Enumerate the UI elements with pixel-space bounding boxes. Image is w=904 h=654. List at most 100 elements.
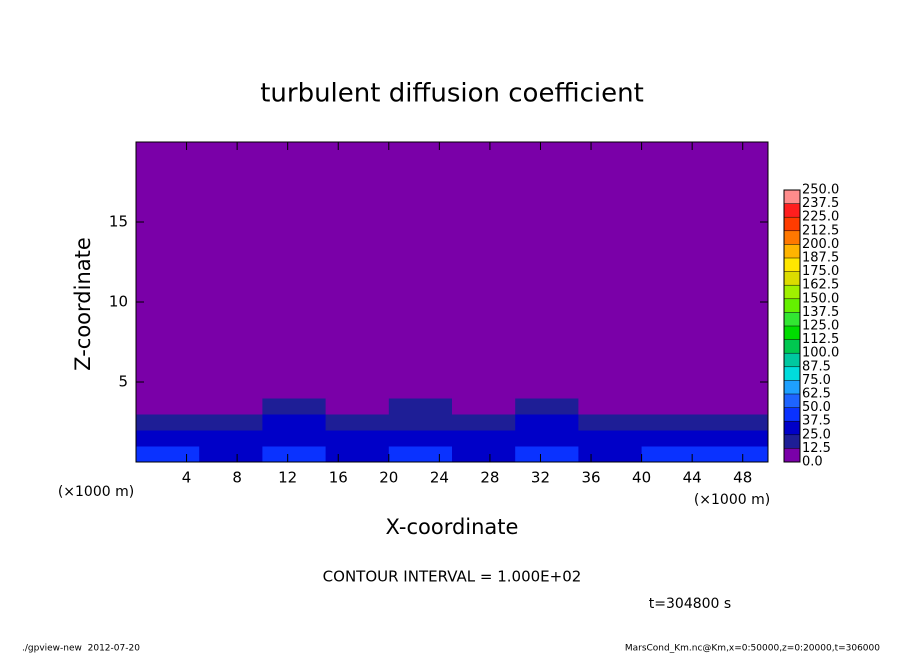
colorbar-segment bbox=[784, 339, 800, 354]
colorbar-segment bbox=[784, 380, 800, 394]
footer-right: MarsCond_Km.nc@Km,x=0:50000,z=0:20000,t=… bbox=[625, 644, 880, 654]
time-label: t=304800 s bbox=[649, 596, 731, 612]
colorbar-label: 187.5 bbox=[802, 251, 839, 266]
colorbar-label: 75.0 bbox=[802, 373, 831, 388]
colorbar-segment bbox=[784, 366, 800, 381]
colorbar-label: 212.5 bbox=[802, 223, 839, 238]
field-cell bbox=[704, 382, 769, 399]
axis-unit: (×1000 m) bbox=[58, 484, 134, 500]
y-tick-label: 5 bbox=[118, 373, 128, 391]
field-cell bbox=[515, 446, 579, 463]
x-tick-label: 16 bbox=[329, 469, 348, 487]
x-tick-label: 44 bbox=[683, 469, 702, 487]
field-cell bbox=[515, 414, 579, 431]
colorbar-segment bbox=[784, 448, 800, 462]
field-cell bbox=[136, 142, 200, 383]
field-cell bbox=[641, 142, 706, 383]
footer-left: ./gpview-new 2012-07-20 bbox=[22, 644, 140, 654]
colorbar-segment bbox=[784, 285, 800, 299]
x-tick-label: 12 bbox=[278, 469, 297, 487]
field-cell bbox=[136, 446, 200, 463]
field-cell bbox=[515, 398, 579, 415]
colorbar-segment bbox=[784, 203, 800, 218]
y-axis-label: Z-coordinate bbox=[71, 237, 95, 371]
colorbar-segment bbox=[784, 258, 800, 272]
x-tick-label: 40 bbox=[632, 469, 651, 487]
x-axis-label: X-coordinate bbox=[386, 515, 519, 539]
field-cell bbox=[262, 142, 327, 383]
field-cell bbox=[704, 398, 769, 415]
colorbar-segment bbox=[784, 244, 800, 258]
field-cell bbox=[388, 398, 453, 415]
field-cell bbox=[262, 430, 327, 447]
field-cell bbox=[388, 142, 453, 383]
field-cell bbox=[199, 430, 263, 447]
field-cell bbox=[578, 142, 643, 383]
field-cell bbox=[136, 382, 200, 399]
field-cell bbox=[641, 382, 706, 399]
field-cell bbox=[578, 446, 643, 463]
field-cell bbox=[515, 382, 579, 399]
colorbar-segment bbox=[784, 353, 800, 367]
colorbar-segment bbox=[784, 312, 800, 326]
field-cell bbox=[641, 398, 706, 415]
colorbar-label: 62.5 bbox=[802, 387, 831, 402]
field-cell bbox=[262, 398, 327, 415]
field-cell bbox=[704, 414, 769, 431]
colorbar-label: 137.5 bbox=[802, 305, 839, 320]
field-cell bbox=[452, 398, 516, 415]
colorbar-label: 12.5 bbox=[802, 441, 831, 456]
field-cell bbox=[262, 414, 327, 431]
y-tick-label: 15 bbox=[109, 213, 128, 231]
colorbar-label: 150.0 bbox=[802, 291, 839, 306]
field-cell bbox=[388, 382, 453, 399]
x-tick-label: 8 bbox=[232, 469, 242, 487]
field-cell bbox=[452, 430, 516, 447]
field-cell bbox=[515, 430, 579, 447]
x-tick-label: 20 bbox=[379, 469, 398, 487]
x-tick-label: 28 bbox=[480, 469, 499, 487]
field-cell bbox=[262, 382, 327, 399]
colorbar-label: 162.5 bbox=[802, 278, 839, 293]
x-tick-label: 32 bbox=[531, 469, 550, 487]
field-cell bbox=[641, 430, 706, 447]
field-cell bbox=[199, 382, 263, 399]
colorbar-segment bbox=[784, 407, 800, 422]
axis-unit: (×1000 m) bbox=[694, 492, 770, 508]
x-tick-label: 4 bbox=[182, 469, 192, 487]
field-cell bbox=[578, 430, 643, 447]
colorbar-label: 25.0 bbox=[802, 427, 831, 442]
field-cell bbox=[578, 382, 643, 399]
field-cell bbox=[388, 414, 453, 431]
field-cell bbox=[325, 398, 390, 415]
colorbar-segment bbox=[784, 421, 800, 435]
field-cell bbox=[388, 430, 453, 447]
field-cell bbox=[136, 414, 200, 431]
field-cell bbox=[641, 414, 706, 431]
field-cell bbox=[325, 142, 390, 383]
field-cell bbox=[136, 430, 200, 447]
colorbar-segment bbox=[784, 298, 800, 313]
field-cell bbox=[704, 142, 769, 383]
field-cell bbox=[704, 430, 769, 447]
colorbar-segment bbox=[784, 217, 800, 231]
colorbar-segment bbox=[784, 326, 800, 340]
colorbar-segment bbox=[784, 434, 800, 449]
colorbar-label: 225.0 bbox=[802, 210, 839, 225]
x-tick-label: 24 bbox=[430, 469, 449, 487]
x-tick-label: 48 bbox=[733, 469, 752, 487]
colorbar-label: 237.5 bbox=[802, 196, 839, 211]
colorbar-label: 50.0 bbox=[802, 400, 831, 415]
field-cell bbox=[325, 382, 390, 399]
field-cell bbox=[452, 382, 516, 399]
colorbar-segment bbox=[784, 190, 800, 204]
colorbar-label: 250.0 bbox=[802, 183, 839, 198]
field-cell bbox=[325, 414, 390, 431]
colorbar-label: 200.0 bbox=[802, 237, 839, 252]
field-cell bbox=[199, 446, 263, 463]
field-cell bbox=[452, 414, 516, 431]
colorbar-label: 100.0 bbox=[802, 346, 839, 361]
field-cell bbox=[578, 414, 643, 431]
field-cell bbox=[325, 430, 390, 447]
